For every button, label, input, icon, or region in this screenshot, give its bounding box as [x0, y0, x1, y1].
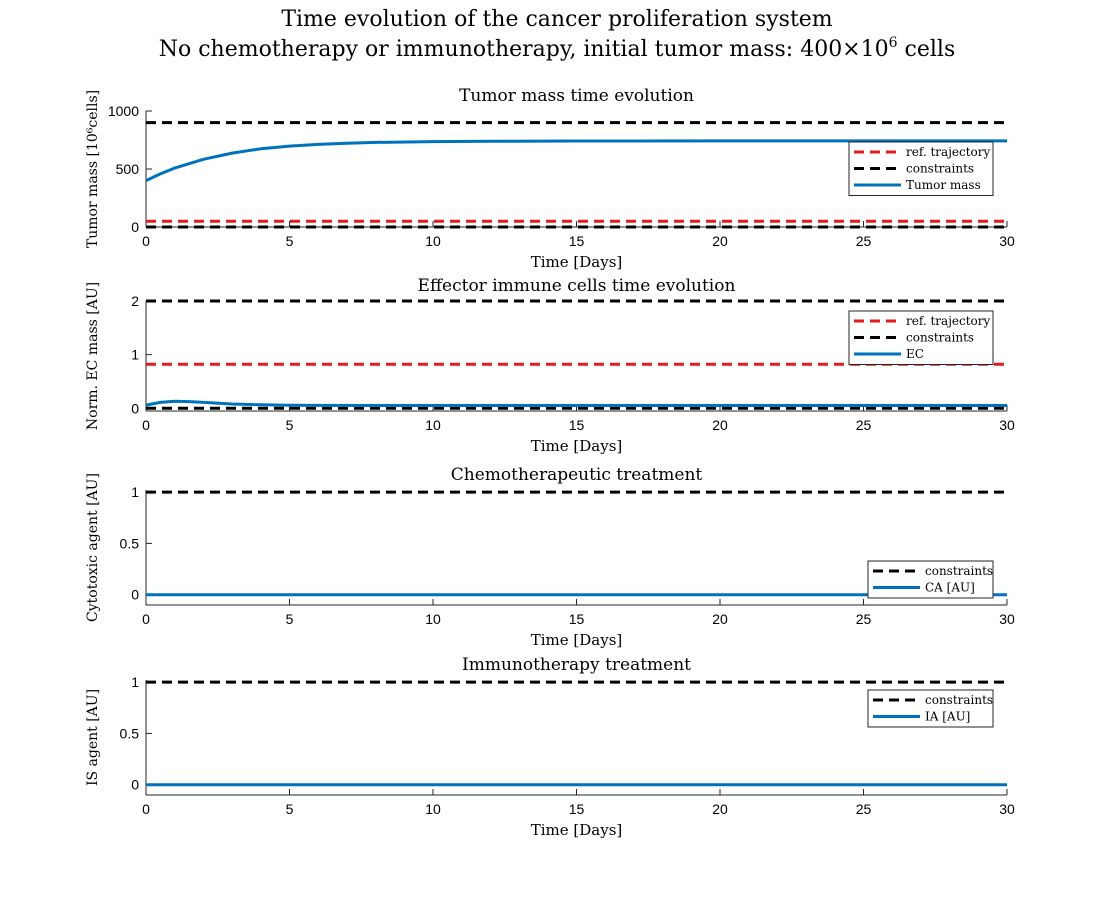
x-tick-label: 10: [425, 801, 441, 817]
x-tick-label: 10: [425, 611, 441, 627]
y-axis-label: IS agent [AU]: [85, 689, 101, 786]
legend-box: [867, 689, 994, 728]
x-tick-label: 5: [286, 801, 294, 817]
x-tick-label: 20: [712, 417, 728, 433]
y-tick-label: 0: [131, 219, 139, 235]
x-tick-label: 10: [425, 417, 441, 433]
x-axis-label: Time [Days]: [531, 631, 623, 649]
figure-title-line2-suffix: cells: [898, 37, 956, 62]
y-axis-label: Tumor mass [10⁶cells]: [85, 90, 101, 248]
y-tick-label: 1: [131, 347, 139, 363]
x-tick-label: 15: [569, 611, 585, 627]
x-tick-label: 5: [286, 233, 294, 249]
legend: constraints IA [AU]: [867, 689, 994, 728]
subplot-3: 0 5 10 15 20 25 30 0 0.5 1 Chemotherapeutic treatm…: [85, 465, 1015, 649]
x-tick-label: 25: [856, 233, 872, 249]
figure-title-line2-sup: 6: [889, 35, 898, 51]
x-tick-label: 0: [142, 801, 150, 817]
y-tick-label: 0.5: [120, 725, 140, 741]
y-tick-label: 1: [131, 674, 139, 690]
legend: ref. trajectory constraints EC: [848, 310, 994, 365]
subplot-title: Immunotherapy treatment: [462, 655, 691, 675]
x-tick-label: 25: [856, 611, 872, 627]
x-tick-label: 20: [712, 801, 728, 817]
y-tick-label: 0: [131, 400, 139, 416]
y-tick-label: 500: [116, 161, 140, 177]
x-tick-label: 0: [142, 417, 150, 433]
legend-label: IA [AU]: [925, 710, 970, 724]
legend-label: Tumor mass: [906, 178, 981, 192]
figure-title-line1: Time evolution of the cancer proliferati…: [281, 7, 832, 32]
x-tick-label: 15: [569, 233, 585, 249]
y-tick-label: 1: [131, 484, 139, 500]
x-tick-label: 20: [712, 611, 728, 627]
x-tick-label: 30: [999, 801, 1015, 817]
x-tick-label: 30: [999, 417, 1015, 433]
subplot-4: 0 5 10 15 20 25 30 0 0.5 1 Immunotherapy treatment…: [85, 655, 1015, 839]
legend: ref. trajectory constraints Tumor mass: [848, 141, 994, 196]
figure-title-line2: No chemotherapy or immunotherapy, initia…: [159, 35, 956, 62]
subplot-1: 0 5 10 15 20 25 30 0 500 1000 Tumor mass time evol…: [85, 86, 1015, 271]
x-axis-label: Time [Days]: [531, 437, 623, 455]
x-tick-label: 30: [999, 611, 1015, 627]
x-tick-label: 0: [142, 611, 150, 627]
subplot-title: Tumor mass time evolution: [459, 86, 694, 106]
legend-label: constraints: [925, 564, 993, 578]
x-tick-label: 25: [856, 801, 872, 817]
subplot-title: Chemotherapeutic treatment: [451, 465, 703, 485]
y-axis-label: Norm. EC mass [AU]: [85, 282, 101, 430]
y-axis-label: Cytotoxic agent [AU]: [85, 473, 101, 622]
x-tick-label: 15: [569, 801, 585, 817]
figure-title-line2-prefix: No chemotherapy or immunotherapy, initia…: [159, 37, 889, 62]
legend-label: CA [AU]: [925, 581, 975, 595]
legend-label: ref. trajectory: [906, 145, 991, 159]
x-tick-label: 0: [142, 233, 150, 249]
x-tick-label: 20: [712, 233, 728, 249]
legend: constraints CA [AU]: [867, 560, 994, 599]
x-axis-label: Time [Days]: [531, 821, 623, 839]
series-line-tumor-mass: [145, 139, 1007, 182]
x-tick-label: 5: [286, 417, 294, 433]
y-tick-label: 1000: [108, 103, 139, 119]
x-tick-label: 10: [425, 233, 441, 249]
legend-label: ref. trajectory: [906, 314, 991, 328]
x-tick-label: 5: [286, 611, 294, 627]
legend-label: constraints: [906, 162, 974, 176]
x-axis-label: Time [Days]: [531, 253, 623, 271]
series-line-ec: [145, 399, 1007, 407]
legend-label: constraints: [906, 331, 974, 345]
subplot-title: Effector immune cells time evolution: [418, 276, 736, 296]
x-tick-label: 15: [569, 417, 585, 433]
y-tick-label: 2: [131, 293, 139, 309]
x-tick-label: 25: [856, 417, 872, 433]
legend-box: [867, 560, 994, 599]
y-tick-label: 0: [131, 777, 139, 793]
legend-label: constraints: [925, 693, 993, 707]
y-tick-label: 0.5: [120, 535, 140, 551]
x-tick-label: 30: [999, 233, 1015, 249]
legend-label: EC: [906, 347, 924, 361]
y-tick-label: 0: [131, 587, 139, 603]
subplot-2: 0 5 10 15 20 25 30 0 1 2 Effector immune cells tim…: [85, 276, 1015, 455]
